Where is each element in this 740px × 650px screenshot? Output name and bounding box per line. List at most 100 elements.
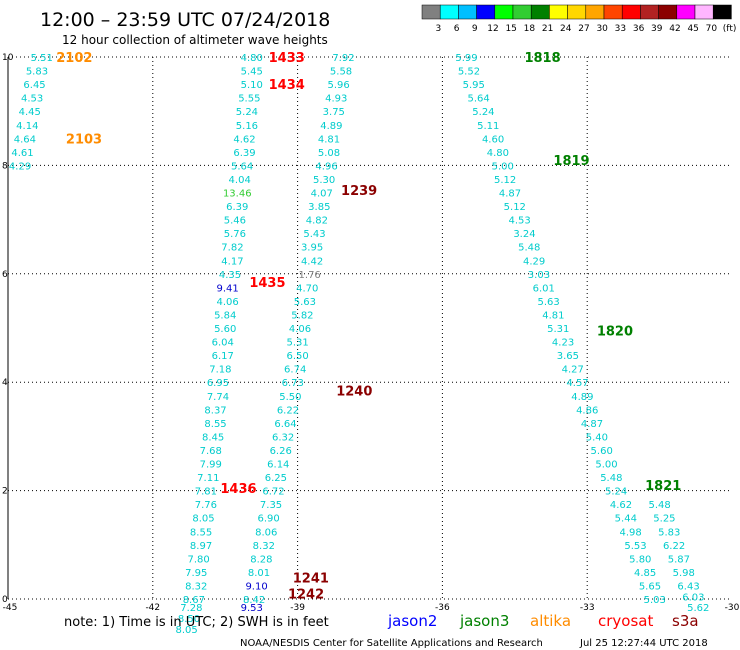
wave-height-point: 6.22	[277, 405, 299, 416]
wave-height-point: 5.64	[231, 161, 253, 172]
wave-height-point: 4.85	[634, 568, 656, 579]
wave-height-point: 5.99	[455, 53, 477, 64]
wave-height-point: 7.35	[260, 500, 282, 511]
wave-height-point: 5.80	[629, 554, 651, 565]
wave-height-point: 5.55	[238, 94, 260, 105]
wave-height-point: 6.39	[226, 202, 248, 213]
colorbar-swatch	[603, 4, 623, 20]
wave-height-point: 4.89	[571, 392, 593, 403]
wave-height-point: 7.95	[185, 568, 207, 579]
wave-height-point: 3.24	[513, 229, 535, 240]
track-label: 1239	[341, 184, 377, 199]
wave-height-point: 5.50	[279, 392, 301, 403]
wave-height-point: 5.83	[26, 67, 48, 78]
wave-height-point: 4.96	[315, 161, 337, 172]
wave-height-point: 6.01	[533, 283, 555, 294]
wave-height-point: 8.28	[250, 554, 272, 565]
wave-height-point: 6.04	[212, 338, 234, 349]
wave-height-point: 3.65	[557, 351, 579, 362]
wave-height-point: 6.26	[270, 446, 292, 457]
colorbar-label: 18	[524, 24, 536, 34]
wave-height-point: 5.60	[591, 446, 613, 457]
wave-height-point: 5.03	[644, 595, 666, 606]
colorbar-swatch	[549, 4, 568, 20]
wave-height-point: 4.80	[241, 53, 263, 64]
grid-lines	[7, 56, 732, 600]
colorbar-swatch	[621, 4, 641, 20]
colorbar-label: 15	[505, 24, 516, 34]
colorbar-swatch	[567, 4, 587, 20]
note-text: note: 1) Time is in UTC; 2) SWH is in fe…	[64, 615, 329, 630]
colorbar-label: 6	[454, 24, 460, 34]
wave-height-point: 4.98	[620, 527, 642, 538]
wave-height-point: 7.28	[180, 603, 202, 614]
wave-height-point: 7.74	[207, 392, 229, 403]
wave-height-point: 4.45	[19, 107, 41, 118]
wave-height-point: 5.58	[330, 67, 352, 78]
wave-height-point: 4.81	[542, 310, 564, 321]
colorbar-swatch	[494, 4, 514, 20]
wave-height-point: 8.97	[190, 541, 212, 552]
colorbar-label: 12	[487, 24, 498, 34]
wave-height-point: 5.48	[648, 500, 670, 511]
wave-height-point: 5.82	[291, 310, 313, 321]
wave-height-point: 5.95	[463, 80, 485, 91]
colorbar-label: 24	[560, 24, 572, 34]
wave-height-point: 5.08	[318, 148, 340, 159]
x-tick-label: -36	[435, 603, 450, 613]
wave-height-point: 5.63	[294, 297, 316, 308]
colorbar-label: 27	[578, 24, 589, 34]
wave-height-point: 5.43	[303, 229, 325, 240]
wave-height-point: 8.67	[183, 595, 205, 606]
wave-height-point: 5.16	[236, 121, 258, 132]
wave-height-point: 5.62	[687, 603, 709, 614]
colorbar-label: 21	[542, 24, 553, 34]
y-tick-label: 8	[2, 161, 8, 171]
colorbar-swatch	[512, 4, 532, 20]
wave-height-point: 5.51	[31, 53, 53, 64]
wave-height-point: 4.53	[508, 216, 530, 227]
wave-height-point: 5.46	[224, 216, 246, 227]
wave-height-point: 6.72	[262, 487, 284, 498]
wave-height-point: 6.39	[233, 148, 255, 159]
track-label: 1434	[269, 78, 305, 93]
wave-height-point: 6.74	[284, 365, 306, 376]
track-label: 1241	[293, 571, 329, 586]
wave-height-point: 5.12	[494, 175, 516, 186]
track-label: 1818	[524, 51, 560, 66]
wave-height-point: 5.45	[241, 67, 263, 78]
wave-height-point: 5.53	[624, 541, 646, 552]
y-tick-label: 2	[2, 487, 8, 497]
colorbar-swatch	[676, 4, 696, 20]
colorbar-swatch	[421, 4, 441, 20]
wave-height-point: 4.86	[576, 405, 598, 416]
wave-height-point: 5.63	[537, 297, 559, 308]
wave-height-point: 4.04	[229, 175, 251, 186]
wave-height-point: 4.07	[311, 189, 333, 200]
wave-height-point: 4.62	[233, 134, 255, 145]
wave-height-point: 8.50	[178, 614, 200, 625]
wave-height-point: 4.27	[562, 365, 584, 376]
wave-height-point: 6.45	[23, 80, 45, 91]
wave-height-point: 4.81	[318, 134, 340, 145]
colorbar-label: 30	[596, 24, 608, 34]
wave-height-point: 5.65	[639, 581, 661, 592]
wave-height-point: 4.53	[21, 94, 43, 105]
colorbar-label: 36	[633, 24, 645, 34]
wave-height-point: 4.87	[581, 419, 603, 430]
wave-height-point: 5.84	[214, 310, 236, 321]
colorbar-label: 33	[615, 24, 626, 34]
wave-height-point: 5.48	[518, 243, 540, 254]
wave-height-point: 5.31	[547, 324, 569, 335]
wave-height-point: 7.82	[221, 243, 243, 254]
wave-height-point: 4.89	[320, 121, 342, 132]
wave-height-point: 5.60	[214, 324, 236, 335]
wave-height-point: 4.62	[610, 500, 632, 511]
track-label: 1242	[288, 588, 324, 603]
wave-height-point: 8.42	[243, 595, 265, 606]
wave-height-point: 5.31	[286, 338, 308, 349]
wave-height-point: 5.83	[658, 527, 680, 538]
wave-height-point: 7.92	[332, 53, 354, 64]
wave-height-point: 8.06	[255, 527, 277, 538]
satellite-legend-item: jason2	[387, 612, 437, 630]
